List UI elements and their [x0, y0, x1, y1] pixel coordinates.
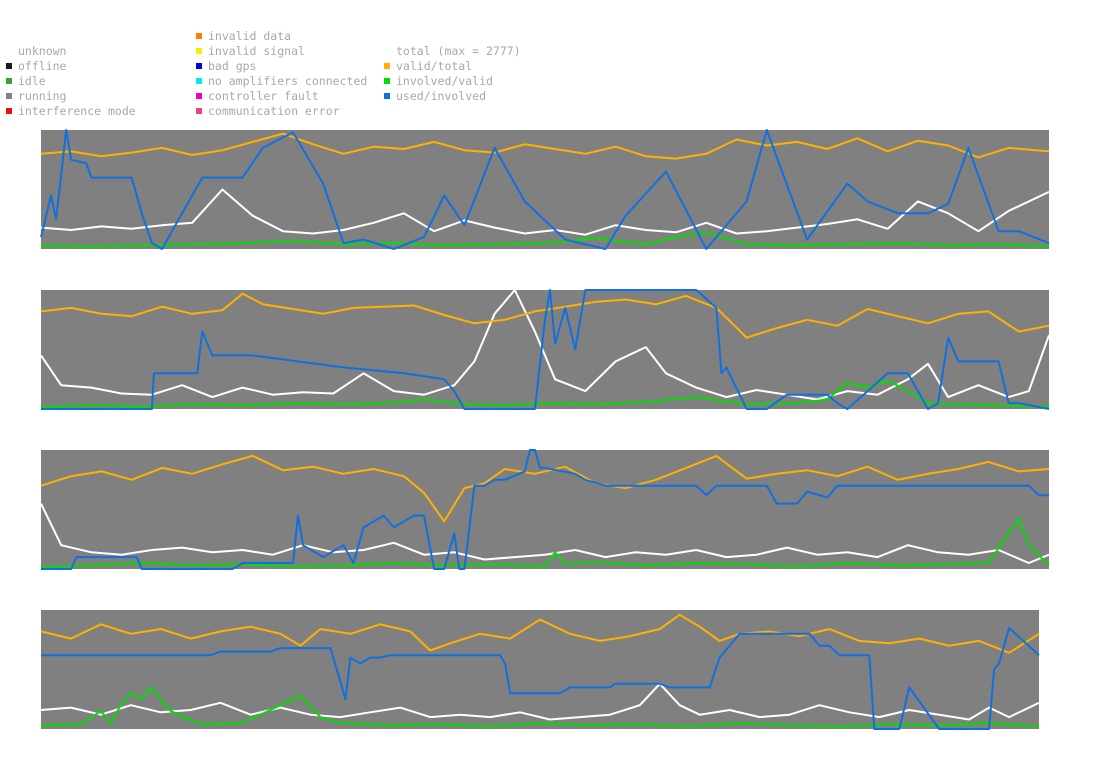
- series-line-total: [40, 188, 1050, 236]
- legend-swatch: [384, 93, 390, 99]
- series-line-valid-total: [40, 132, 1050, 160]
- legend-swatch: [6, 63, 12, 69]
- series-line-used-involved: [40, 129, 1050, 250]
- legend-label: communication error: [208, 104, 340, 118]
- legend-label: unknown: [18, 44, 67, 58]
- legend-label: bad gps: [208, 59, 257, 73]
- series-line-valid-total: [40, 454, 1050, 523]
- legend-label: valid/total: [396, 59, 473, 73]
- plot-area: [41, 290, 1049, 409]
- legend-label: running: [18, 89, 67, 103]
- legend-label: no amplifiers connected: [208, 74, 368, 88]
- legend-label: total (max = 2777): [396, 44, 521, 58]
- legend-swatch: [384, 63, 390, 69]
- series-line-used-involved: [41, 626, 1040, 730]
- plot-area: [41, 610, 1039, 729]
- legend-swatch: [196, 108, 202, 114]
- legend-swatch: [6, 93, 12, 99]
- legend-label: invalid data: [208, 29, 292, 43]
- legend-label: invalid signal: [208, 44, 305, 58]
- series-line-total: [40, 682, 1040, 721]
- series-line-total: [40, 289, 1050, 401]
- legend-label: controller fault: [208, 89, 319, 103]
- chart-panel-4: [40, 610, 1040, 730]
- plot-area: [41, 450, 1049, 569]
- legend-swatch: [384, 78, 390, 84]
- legend-label: idle: [18, 74, 46, 88]
- legend-label: involved/valid: [396, 74, 493, 88]
- legend-swatch: [196, 63, 202, 69]
- legend-swatch: [6, 78, 12, 84]
- chart-panel-1: [40, 129, 1050, 250]
- legend-label: offline: [18, 59, 67, 73]
- legend-label: used/involved: [396, 89, 487, 103]
- legend-swatch: [6, 108, 12, 114]
- series-line-valid-total: [40, 292, 1050, 339]
- series-line-used-involved: [41, 289, 1050, 410]
- plot-area: [41, 130, 1049, 249]
- chart-panel-3: [40, 449, 1050, 570]
- series-line-total: [40, 503, 1050, 564]
- series-line-used-involved: [41, 449, 1049, 570]
- chart-panel-2: [40, 289, 1050, 410]
- series-line-involved-valid: [40, 518, 1050, 568]
- series-line-involved-valid: [40, 379, 1050, 408]
- legend-label: interference mode: [18, 104, 136, 118]
- legend-swatch: [196, 33, 202, 39]
- series-line-valid-total: [40, 613, 1040, 654]
- legend-swatch: [196, 78, 202, 84]
- legend-swatch: [196, 93, 202, 99]
- series-line-involved-valid: [40, 686, 1040, 728]
- legend-swatch: [196, 48, 202, 54]
